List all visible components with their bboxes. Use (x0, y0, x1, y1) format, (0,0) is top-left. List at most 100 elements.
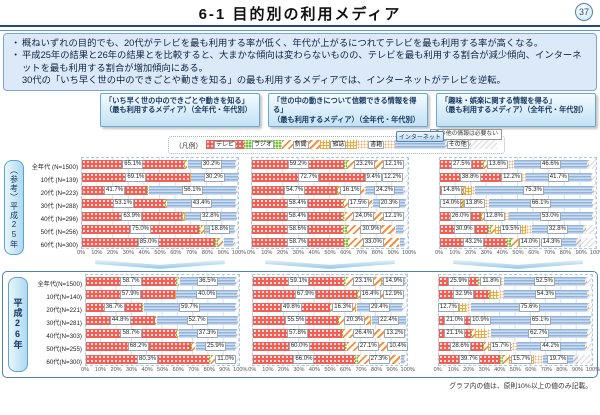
segment-other (404, 198, 406, 208)
segment-mag: 11.8% (480, 276, 501, 286)
segment-net: 46.6% (514, 159, 587, 169)
panel-header-line2: （最も利用するメディア）（全年代・年代別） (441, 105, 588, 115)
value-label: 36.7% (103, 303, 125, 312)
bullet-marker: ・ (11, 50, 21, 61)
bullet-marker: ・ (11, 38, 21, 48)
value-label: 59.2% (287, 160, 309, 169)
segment-other (405, 276, 406, 286)
segment-np (482, 211, 485, 221)
value-label: 32.9% (453, 290, 475, 299)
value-label: 28.6% (450, 342, 472, 351)
value-label: 11.0% (215, 355, 236, 364)
segment-tv: 27.5% (440, 159, 483, 169)
legend-item-label: インターネット (395, 131, 444, 143)
value-label: 33.0% (362, 238, 384, 247)
value-label: 85.0% (137, 238, 159, 247)
age-labels-h26: 全年代(N=1500) 10代(N=140) 20代(N=221) 30代(N=281… (29, 274, 85, 375)
segment-net: 12.9% (383, 289, 405, 299)
bar-row: 12.7% 75.6% (437, 302, 592, 312)
axis-tick: 40% (308, 249, 320, 256)
summary-bullet-2: ・ 平成25年の結果と26年の結果とを比較すると、大まかな傾向は変わらないものの… (11, 49, 589, 74)
segment-tv: 21.1% (438, 328, 471, 338)
axis-tick: 10% (261, 249, 273, 256)
segment-mag: 19.5% (495, 224, 526, 234)
segment-mag: 13.6% (486, 159, 508, 169)
segment-net: 18.8% (205, 224, 235, 234)
axis-tick: 20% (277, 366, 289, 373)
value-label: 75.3% (522, 186, 544, 195)
segment-net: 12.1% (383, 159, 405, 169)
axis-tick: 50% (154, 249, 166, 256)
value-label: 65.1% (529, 316, 551, 325)
chart-hobby-h25: 27.5% 13.6% 46.6% 38.8% 12.2% 41.7% 14.8% 75.3%… (435, 156, 600, 258)
axis-tick: 100% (400, 366, 415, 373)
value-label: 13.6% (486, 160, 508, 169)
segment-radio (480, 211, 483, 221)
segment-book (381, 276, 383, 286)
segment-tv: 44.8% (86, 315, 155, 325)
segment-net: 30.2% (187, 159, 235, 169)
segment-radio (354, 354, 359, 364)
segment-book (512, 341, 517, 351)
segment-radio (343, 237, 348, 247)
axis-tick: 20% (276, 249, 289, 256)
segment-tv: 58.7% (86, 328, 176, 338)
segment-tv: 58.6% (252, 224, 344, 234)
segment-other (587, 289, 589, 299)
segment-np (462, 198, 464, 208)
legend-swatch-tv: テレビ (206, 140, 244, 150)
segment-net: 54.3% (503, 289, 588, 299)
segment-other (236, 211, 237, 221)
bar-row: 72.7% 9.4% 12.2% (252, 172, 408, 182)
segment-tv: 58.7% (86, 276, 176, 286)
bar-row: 85.0% (82, 237, 238, 247)
segment-mag (474, 328, 487, 338)
segment-net: 11.0% (215, 354, 236, 364)
segment-other (584, 341, 587, 351)
segment-other (404, 237, 406, 247)
bar-row: 66.0% 27.3% (253, 354, 407, 364)
segment-book (507, 159, 515, 169)
axis-tick: 70% (188, 366, 200, 373)
axis-tick: 10% (447, 366, 459, 373)
value-label: 13.2% (384, 329, 406, 338)
axis-tick: 0% (434, 249, 444, 256)
value-label: 75.0% (129, 225, 151, 234)
axis-tick: 80% (371, 249, 383, 256)
value-label: 36.5% (196, 277, 218, 286)
segment-np (155, 315, 157, 325)
segment-none (593, 185, 596, 195)
value-label: 19.7% (547, 355, 569, 364)
legend-item-label: テレビ (214, 140, 237, 150)
x-axis: 0%10%20%30%40%50%60%70%80%90%100% (81, 366, 248, 375)
value-label: 9.4% (364, 173, 383, 182)
chart-block-h25: （参考）平成25年 全年代 (N=1500) 10代 (N=139) 20代 (N=… (3, 156, 600, 258)
axis-tick: 100% (585, 366, 600, 373)
segment-np: 20.3% (339, 315, 371, 325)
segment-radio (338, 315, 340, 325)
segment-radio (507, 237, 511, 247)
segment-other (235, 276, 237, 286)
segment-radio (482, 341, 485, 351)
segment-tv: 66.0% (253, 354, 355, 364)
segment-none (404, 159, 408, 169)
bar-row: 67.9% 16.4% 12.9% (253, 289, 407, 299)
segment-tv: 30.9% (440, 224, 489, 234)
legend-item-label: 雑誌 (330, 140, 347, 150)
axis-tick: 60% (172, 366, 184, 373)
bar-row: 14.8% 75.3% (440, 185, 596, 195)
segment-np: 24.0% (345, 211, 383, 221)
segment-other (233, 237, 235, 247)
segment-radio (154, 315, 156, 325)
segment-net: 24.2% (365, 185, 404, 195)
plot-hobby-h25: 27.5% 13.6% 46.6% 38.8% 12.2% 41.7% 14.8% 75.3%… (439, 156, 597, 249)
age-row-label: 全年代 (N=1500) (31, 163, 78, 171)
age-row-label: 40代(N=303) (46, 332, 82, 340)
segment-net: 75.6% (471, 302, 588, 312)
segment-radio (190, 341, 193, 351)
legend-swatch-other: その他 (444, 140, 471, 150)
age-row-label: 50代(N=255) (46, 345, 82, 353)
bar-row: 53.1% 43.4% (82, 198, 238, 208)
legend-title: （凡例） (175, 142, 203, 150)
x-axis: 0%10%20%30%40%50%60%70%80%90%100% (434, 366, 600, 375)
